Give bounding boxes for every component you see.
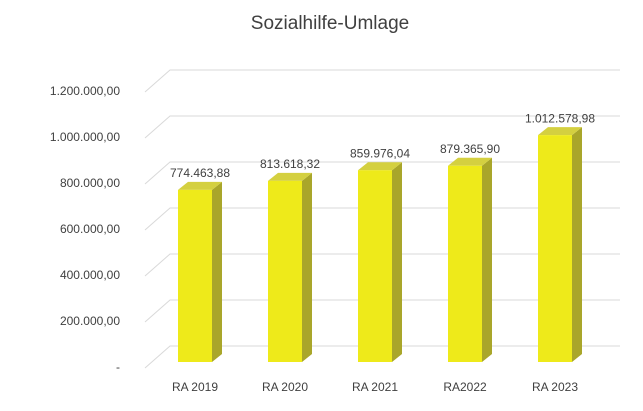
- chart-title: Sozialhilfe-Umlage: [251, 13, 409, 34]
- y-tick-label: 600.000,00: [60, 222, 120, 236]
- x-tick-label: RA 2021: [352, 380, 398, 394]
- data-label: 879.365,90: [440, 142, 500, 156]
- x-tick-label: RA 2019: [172, 380, 218, 394]
- bar-top: [448, 157, 492, 166]
- bar-side: [212, 181, 222, 362]
- bar-top: [358, 162, 402, 171]
- bar: [358, 170, 392, 362]
- y-tick-label: 400.000,00: [60, 268, 120, 282]
- y-tick-label: 1.200.000,00: [50, 84, 120, 98]
- bar-side: [482, 157, 492, 362]
- data-label: 859.976,04: [350, 146, 410, 160]
- x-tick-label: RA 2020: [262, 380, 308, 394]
- x-tick-label: RA2022: [443, 380, 487, 394]
- bar: [268, 180, 302, 362]
- bar-top: [268, 172, 312, 181]
- bar-side: [392, 162, 402, 362]
- data-label: 1.012.578,98: [525, 111, 595, 125]
- x-tick-label: RA 2023: [532, 380, 578, 394]
- bar: [448, 165, 482, 362]
- data-label: 774.463,88: [170, 166, 230, 180]
- grid-line: [144, 115, 620, 139]
- bar-top: [178, 181, 222, 190]
- bar: [178, 189, 212, 362]
- data-label: 813.618,32: [260, 157, 320, 171]
- y-tick-label: 800.000,00: [60, 176, 120, 190]
- grid-line: [144, 69, 620, 93]
- bar-top: [538, 127, 582, 136]
- bar-side: [572, 127, 582, 362]
- y-tick-label: 1.000.000,00: [50, 130, 120, 144]
- y-tick-label: 200.000,00: [60, 314, 120, 328]
- bar-side: [302, 172, 312, 362]
- y-tick-label: -: [116, 360, 120, 374]
- bar: [538, 135, 572, 362]
